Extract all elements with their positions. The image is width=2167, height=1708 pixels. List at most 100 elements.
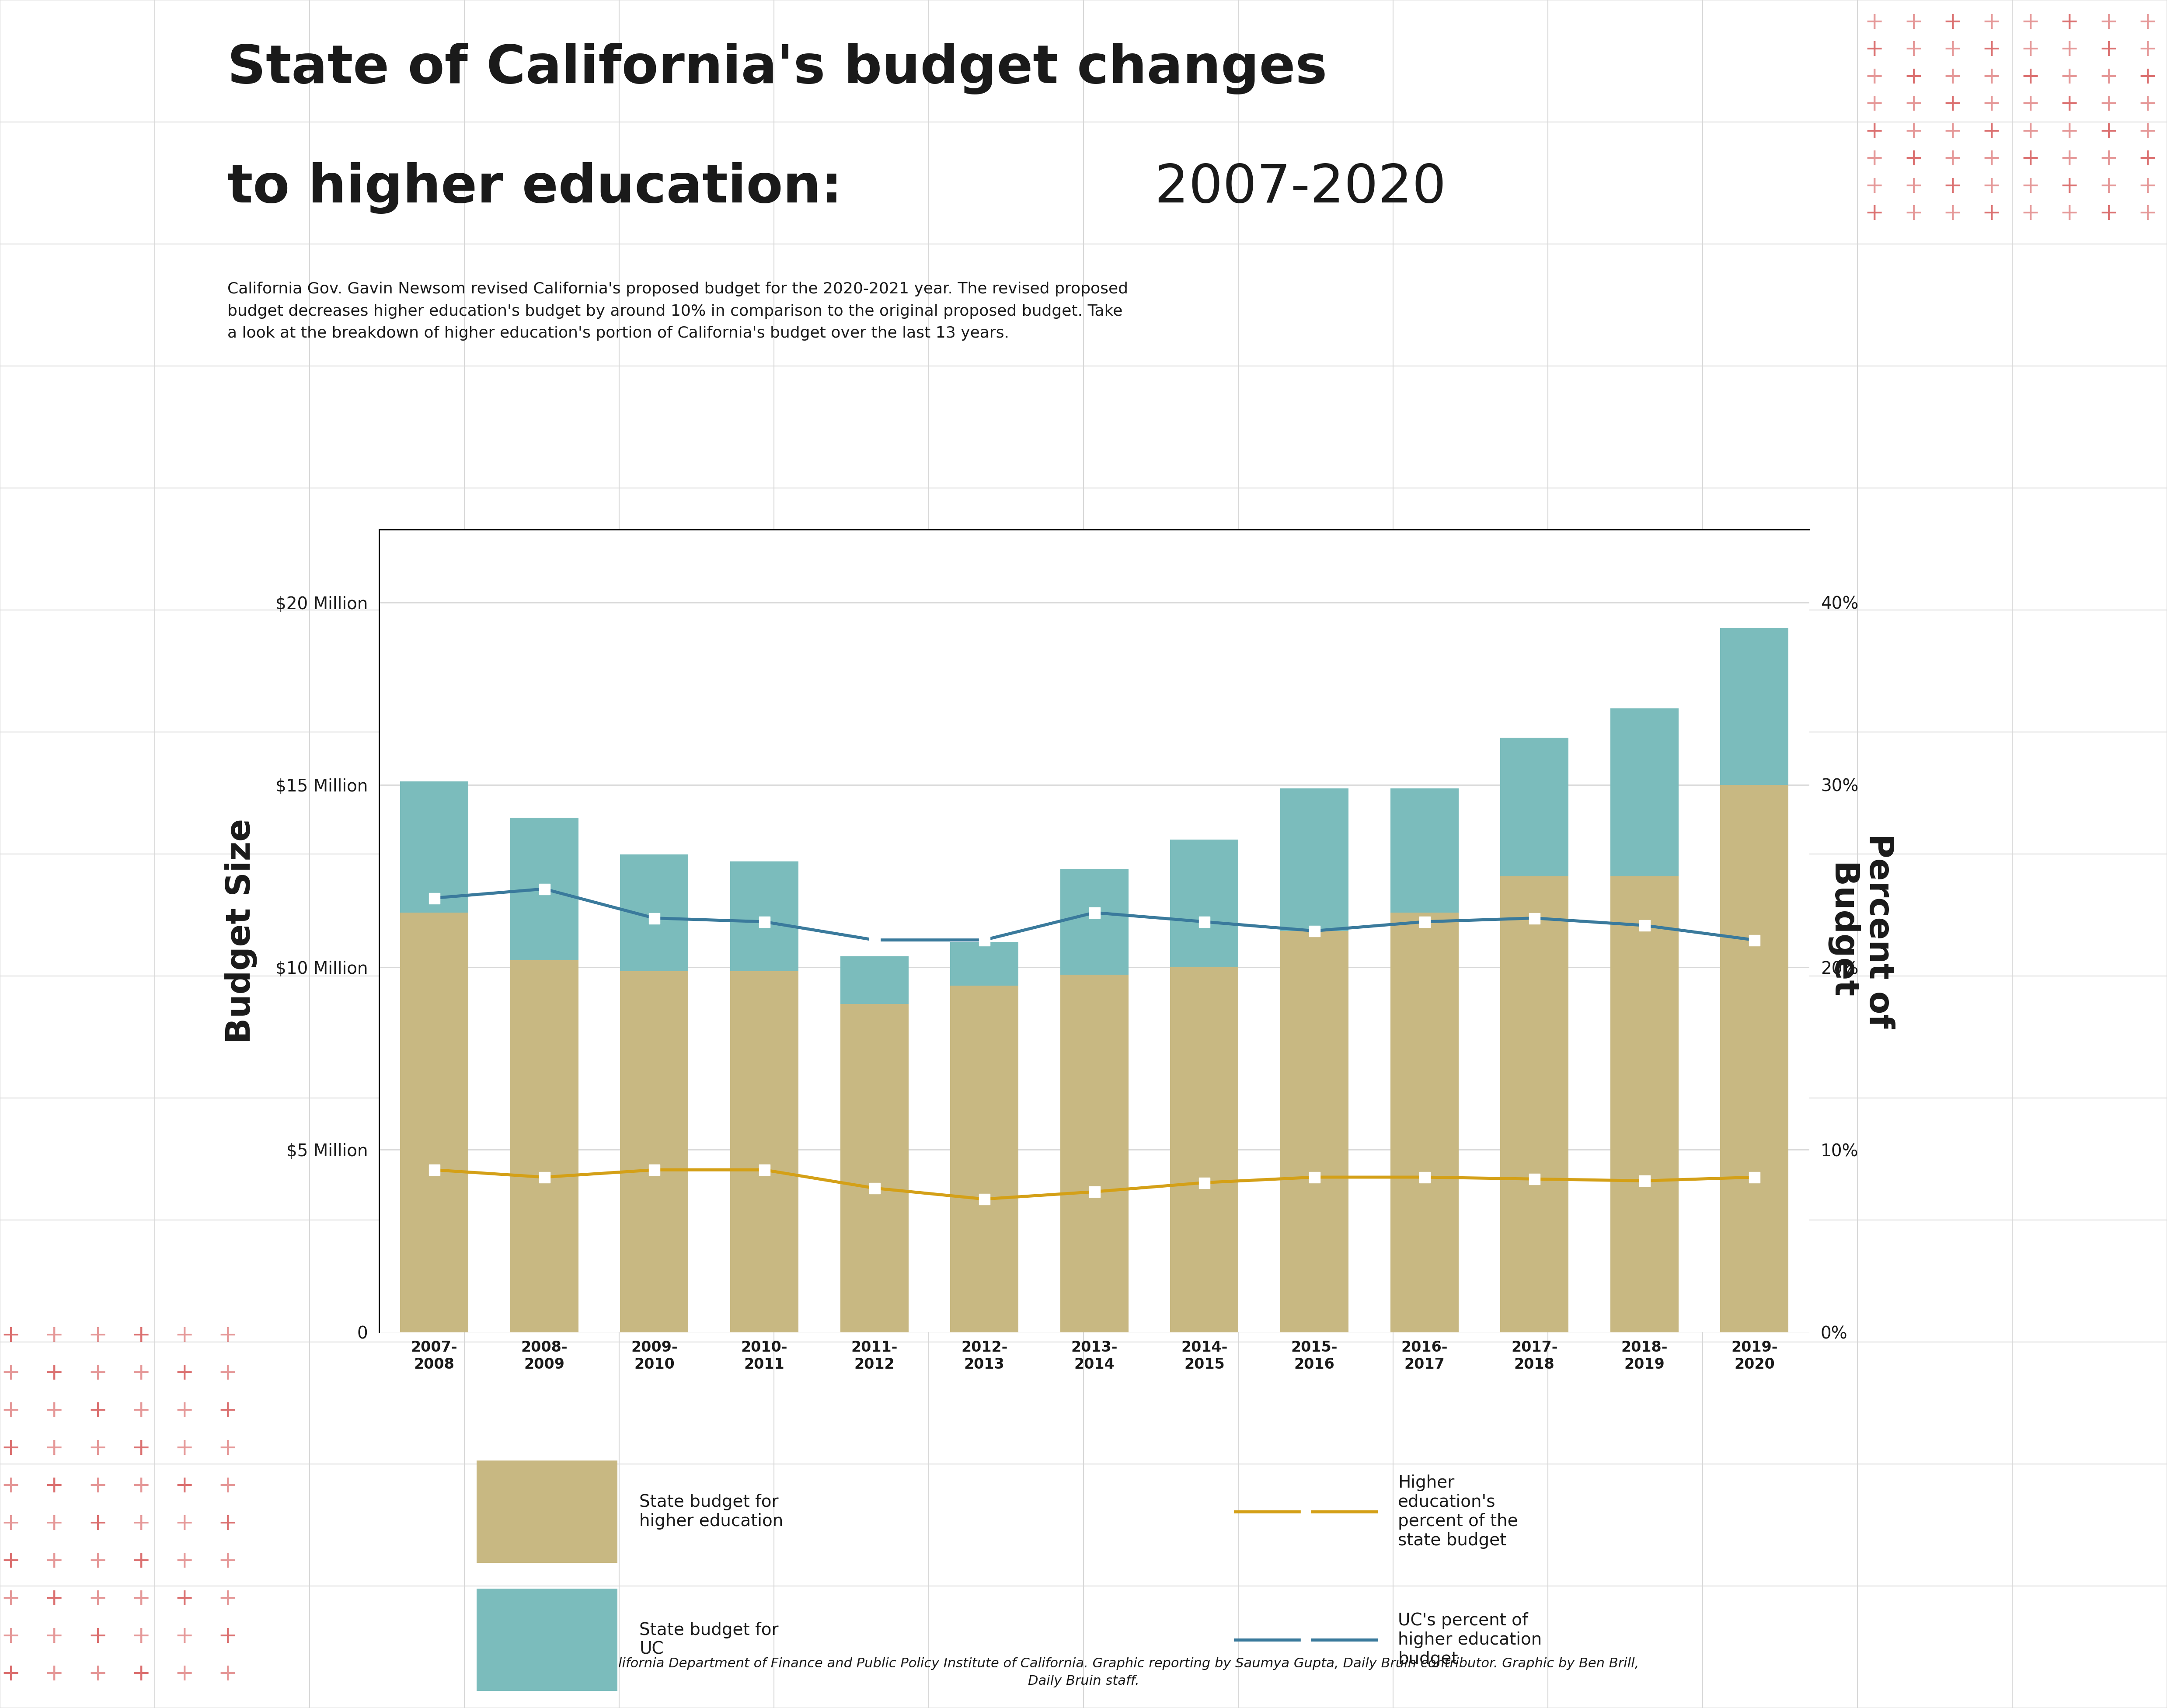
- Text: +: +: [219, 1474, 236, 1498]
- Bar: [401, 912, 468, 1332]
- Text: +: +: [2061, 120, 2078, 143]
- Text: +: +: [2061, 202, 2078, 225]
- Text: +: +: [1944, 92, 1961, 116]
- Text: +: +: [176, 1662, 193, 1686]
- Text: +: +: [1983, 92, 2000, 116]
- Text: +: +: [89, 1436, 106, 1460]
- Bar: [509, 960, 579, 1332]
- Text: +: +: [176, 1512, 193, 1535]
- Text: +: +: [46, 1436, 63, 1460]
- Text: +: +: [2022, 174, 2039, 198]
- Text: +: +: [89, 1361, 106, 1385]
- Bar: [1281, 789, 1348, 931]
- Text: +: +: [89, 1549, 106, 1573]
- Text: State of California's budget changes: State of California's budget changes: [228, 43, 1328, 94]
- Y-axis label: Budget Size: Budget Size: [225, 818, 258, 1044]
- Text: +: +: [46, 1624, 63, 1648]
- Text: +: +: [46, 1399, 63, 1423]
- Text: +: +: [1905, 147, 1922, 171]
- Bar: [841, 956, 908, 1004]
- Text: +: +: [1983, 147, 2000, 171]
- Text: +: +: [89, 1399, 106, 1423]
- Text: +: +: [132, 1474, 150, 1498]
- Text: +: +: [2, 1436, 20, 1460]
- Text: +: +: [46, 1512, 63, 1535]
- Bar: [620, 854, 689, 970]
- Text: +: +: [2061, 147, 2078, 171]
- Bar: [477, 1588, 618, 1691]
- Text: +: +: [89, 1474, 106, 1498]
- Text: +: +: [219, 1399, 236, 1423]
- Text: +: +: [219, 1361, 236, 1385]
- Text: +: +: [1905, 10, 1922, 34]
- Bar: [1281, 931, 1348, 1332]
- Text: +: +: [2022, 120, 2039, 143]
- Text: +: +: [1944, 147, 1961, 171]
- Text: +: +: [1983, 38, 2000, 61]
- Text: +: +: [132, 1624, 150, 1648]
- Text: +: +: [132, 1436, 150, 1460]
- Bar: [401, 781, 468, 912]
- Bar: [477, 1460, 618, 1563]
- Text: +: +: [176, 1587, 193, 1611]
- Text: +: +: [1944, 10, 1961, 34]
- Text: +: +: [1866, 202, 1883, 225]
- Bar: [730, 970, 797, 1332]
- Text: +: +: [1866, 92, 1883, 116]
- Text: +: +: [2139, 10, 2156, 34]
- Text: +: +: [1866, 65, 1883, 89]
- Bar: [620, 970, 689, 1332]
- Text: +: +: [2, 1399, 20, 1423]
- Bar: [1721, 629, 1788, 786]
- Bar: [1170, 967, 1240, 1332]
- Text: +: +: [132, 1662, 150, 1686]
- Text: Higher
education's
percent of the
state budget: Higher education's percent of the state …: [1398, 1474, 1519, 1549]
- Text: +: +: [1983, 65, 2000, 89]
- Text: +: +: [2022, 202, 2039, 225]
- Text: +: +: [1944, 38, 1961, 61]
- Text: +: +: [219, 1662, 236, 1686]
- Text: +: +: [219, 1624, 236, 1648]
- Bar: [841, 1004, 908, 1332]
- Text: +: +: [2, 1324, 20, 1348]
- Text: +: +: [2139, 202, 2156, 225]
- Text: +: +: [2, 1662, 20, 1686]
- Bar: [1391, 912, 1458, 1332]
- Text: +: +: [46, 1474, 63, 1498]
- Text: +: +: [2061, 92, 2078, 116]
- Bar: [1060, 869, 1129, 975]
- Text: +: +: [1866, 120, 1883, 143]
- Text: +: +: [2139, 174, 2156, 198]
- Text: +: +: [2061, 38, 2078, 61]
- Text: +: +: [176, 1399, 193, 1423]
- Text: +: +: [132, 1324, 150, 1348]
- Text: 2007-2020: 2007-2020: [1138, 162, 1445, 214]
- Text: +: +: [176, 1624, 193, 1648]
- Text: +: +: [132, 1399, 150, 1423]
- Text: +: +: [1905, 38, 1922, 61]
- Text: +: +: [89, 1587, 106, 1611]
- Text: +: +: [132, 1549, 150, 1573]
- Text: +: +: [1944, 202, 1961, 225]
- Text: +: +: [1944, 174, 1961, 198]
- Text: +: +: [219, 1549, 236, 1573]
- Text: +: +: [1983, 174, 2000, 198]
- Text: to higher education:: to higher education:: [228, 162, 843, 214]
- Text: +: +: [46, 1324, 63, 1348]
- Text: +: +: [2, 1624, 20, 1648]
- Text: +: +: [2139, 38, 2156, 61]
- Text: +: +: [132, 1361, 150, 1385]
- Text: +: +: [176, 1436, 193, 1460]
- Text: +: +: [2022, 10, 2039, 34]
- Text: +: +: [89, 1662, 106, 1686]
- Text: +: +: [2100, 92, 2117, 116]
- Text: +: +: [2, 1512, 20, 1535]
- Text: California Gov. Gavin Newsom revised California's proposed budget for the 2020-2: California Gov. Gavin Newsom revised Cal…: [228, 282, 1129, 340]
- Text: SOURCES: California Department of Finance and Public Policy Institute of Califor: SOURCES: California Department of Financ…: [529, 1657, 1638, 1688]
- Bar: [1170, 840, 1240, 967]
- Text: +: +: [2100, 120, 2117, 143]
- Y-axis label: Percent of
Budget: Percent of Budget: [1825, 834, 1894, 1028]
- Text: +: +: [219, 1436, 236, 1460]
- Text: +: +: [2100, 202, 2117, 225]
- Text: +: +: [1866, 10, 1883, 34]
